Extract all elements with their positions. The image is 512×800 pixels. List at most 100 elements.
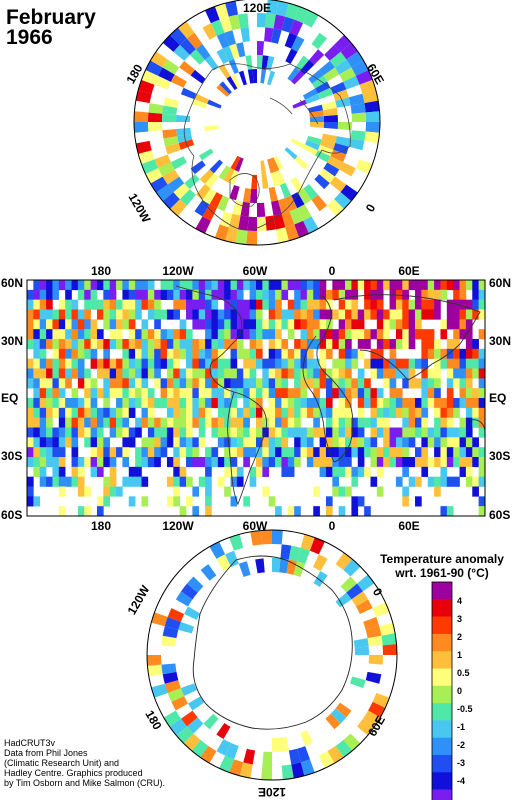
anomaly-cell	[77, 476, 85, 487]
anomaly-cell	[230, 437, 238, 448]
anomaly-cell	[116, 358, 123, 369]
polar-anomaly-cell	[356, 599, 373, 615]
anomaly-cell	[217, 388, 225, 399]
north-coastlines	[183, 63, 351, 231]
anomaly-cell	[141, 329, 149, 340]
polar-anomaly-cell	[238, 13, 249, 29]
anomaly-cell	[465, 348, 473, 359]
polar-anomaly-cell	[150, 176, 168, 193]
anomaly-cell	[294, 447, 301, 458]
anomaly-cell	[243, 437, 250, 448]
anomaly-cell	[128, 358, 136, 369]
anomaly-cell	[249, 476, 257, 487]
legend-label-minus-4: -4	[457, 776, 465, 786]
anomaly-cell	[205, 358, 212, 369]
legend-label-minus-1: -1	[457, 722, 465, 732]
polar-anomaly-cell	[288, 748, 301, 765]
anomaly-cell	[65, 280, 72, 291]
anomaly-cell	[421, 447, 429, 458]
anomaly-cell	[300, 447, 308, 458]
anomaly-cell	[453, 457, 460, 468]
anomaly-cell	[243, 319, 250, 330]
anomaly-cell	[415, 319, 422, 330]
polar-anomaly-cell	[291, 35, 305, 52]
polar-anomaly-cell	[330, 708, 347, 724]
anomaly-cell	[236, 319, 244, 330]
anomaly-cell	[154, 417, 161, 428]
anomaly-cell	[421, 427, 429, 438]
anomaly-cell	[116, 447, 123, 458]
anomaly-cell	[141, 447, 149, 458]
anomaly-cell	[154, 437, 161, 448]
anomaly-cell	[192, 368, 200, 379]
anomaly-cell	[287, 388, 295, 399]
polar-anomaly-cell	[359, 79, 376, 94]
anomaly-cell	[90, 407, 98, 418]
anomaly-cell	[325, 329, 333, 340]
anomaly-cell	[294, 417, 301, 428]
anomaly-cell	[77, 486, 85, 497]
anomaly-cell	[345, 457, 352, 468]
anomaly-cell	[249, 329, 257, 340]
anomaly-cell	[179, 466, 187, 477]
anomaly-cell	[415, 358, 422, 369]
anomaly-cell	[65, 398, 72, 409]
map-title: February 1966	[6, 7, 96, 48]
polar-anomaly-cell	[355, 159, 373, 174]
anomaly-cell	[243, 368, 250, 379]
anomaly-cell	[478, 447, 485, 458]
polar-anomaly-cell	[194, 199, 210, 217]
anomaly-cell	[306, 407, 314, 418]
anomaly-cell	[173, 407, 180, 418]
anomaly-cell	[446, 398, 454, 409]
anomaly-cell	[160, 388, 168, 399]
anomaly-cell	[217, 427, 225, 438]
anomaly-cell	[192, 289, 200, 300]
anomaly-cell	[256, 407, 263, 418]
anomaly-cell	[256, 466, 263, 477]
anomaly-cell	[313, 427, 320, 438]
credits-line3: (Climatic Research Unit) and	[4, 758, 120, 768]
anomaly-cell	[465, 447, 473, 458]
anomaly-cell	[179, 280, 187, 291]
anomaly-cell	[421, 398, 429, 409]
anomaly-cell	[459, 348, 467, 359]
anomaly-cell	[262, 378, 270, 389]
legend-title: Temperature anomaly wrt. 1961-90 (°C)	[372, 552, 512, 580]
anomaly-cell	[395, 368, 403, 379]
anomaly-cell	[103, 437, 110, 448]
polar-anomaly-cell	[170, 74, 187, 88]
anomaly-cell	[440, 417, 448, 428]
credits-line5: by Tim Osborn and Mike Salmon (CRU).	[4, 778, 166, 788]
anomaly-cell	[249, 299, 257, 310]
anomaly-cell	[357, 319, 365, 330]
legend-label-0-5: 0.5	[457, 668, 470, 678]
anomaly-cell	[364, 417, 371, 428]
anomaly-cell	[217, 348, 225, 359]
anomaly-cell	[351, 319, 359, 330]
polar-anomaly-cell	[163, 136, 179, 147]
anomaly-cell	[27, 407, 34, 418]
anomaly-cell	[478, 299, 485, 310]
anomaly-cell	[478, 466, 485, 477]
anomaly-cell	[96, 427, 104, 438]
anomaly-cell	[173, 358, 180, 369]
anomaly-cell	[465, 466, 473, 477]
anomaly-cell	[357, 388, 365, 399]
anomaly-cell	[211, 447, 219, 458]
polar-anomaly-cell	[151, 683, 168, 698]
anomaly-cell	[275, 280, 282, 291]
anomaly-cell	[351, 476, 359, 487]
anomaly-cell	[52, 280, 60, 291]
polar-anomaly-cell	[279, 558, 289, 574]
anomaly-cell	[116, 329, 123, 340]
anomaly-cell	[275, 427, 282, 438]
anomaly-cell	[427, 476, 435, 487]
left-lat-60n: 60N	[1, 276, 23, 290]
anomaly-cell	[281, 388, 289, 399]
anomaly-cell	[357, 466, 365, 477]
anomaly-cell	[71, 329, 79, 340]
anomaly-cell	[287, 280, 295, 291]
anomaly-cell	[46, 388, 53, 399]
